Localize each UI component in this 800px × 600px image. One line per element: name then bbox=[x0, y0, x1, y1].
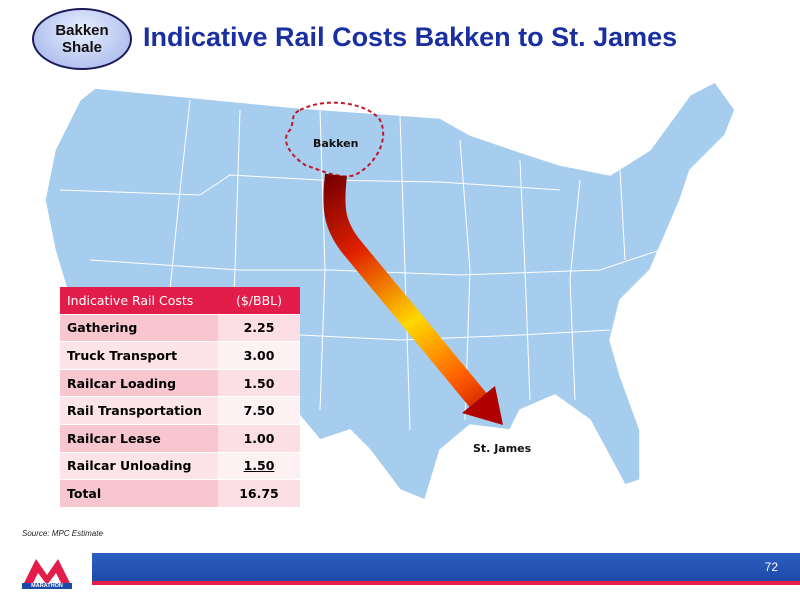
cost-item: Gathering bbox=[60, 314, 218, 343]
table-row: Truck Transport 3.00 bbox=[60, 341, 300, 370]
header-cell: Indicative Rail Costs bbox=[60, 287, 218, 315]
title: Indicative Rail Costs Bakken to St. Jame… bbox=[143, 22, 678, 52]
origin-label: Bakken bbox=[313, 137, 358, 150]
table-header-row: Indicative Rail Costs ($/BBL) bbox=[60, 287, 300, 315]
cost-value: 1.50 bbox=[218, 452, 300, 481]
table-row: Railcar Loading 1.50 bbox=[60, 369, 300, 398]
table-row: Railcar Unloading 1.50 bbox=[60, 452, 300, 481]
route-arrow bbox=[323, 173, 487, 408]
table-row: Rail Transportation 7.50 bbox=[60, 396, 300, 425]
cost-item: Railcar Loading bbox=[60, 369, 218, 398]
badge: Bakken Shale bbox=[32, 8, 132, 70]
cost-value: 3.00 bbox=[218, 341, 300, 370]
cost-item: Truck Transport bbox=[60, 341, 218, 370]
footer-bar: 72 bbox=[92, 553, 800, 585]
header-cell: ($/BBL) bbox=[218, 287, 300, 315]
logo-text: MARATHON bbox=[22, 583, 72, 589]
cost-value: 16.75 bbox=[218, 479, 300, 508]
table-row: Railcar Lease 1.00 bbox=[60, 424, 300, 453]
cost-value: 2.25 bbox=[218, 314, 300, 343]
logo-mark bbox=[24, 559, 70, 585]
bakken-outline bbox=[285, 101, 385, 178]
table-row: Gathering 2.25 bbox=[60, 314, 300, 343]
cost-value: 1.00 bbox=[218, 424, 300, 453]
cost-item: Railcar Unloading bbox=[60, 452, 218, 481]
cost-item: Total bbox=[60, 479, 218, 508]
cost-item: Rail Transportation bbox=[60, 396, 218, 425]
us-map: Bakken St. James bbox=[44, 81, 736, 502]
source-note: Source: MPC Estimate bbox=[22, 529, 103, 538]
cost-value: 1.50 bbox=[218, 369, 300, 398]
destination-label: St. James bbox=[473, 442, 532, 455]
page-number: 72 bbox=[764, 560, 778, 574]
cost-item: Railcar Lease bbox=[60, 424, 218, 453]
table-row: Total 16.75 bbox=[60, 479, 300, 508]
cost-value: 7.50 bbox=[218, 396, 300, 425]
arrow-head bbox=[462, 386, 503, 425]
cost-table: Indicative Rail Costs ($/BBL) Gathering 2.2… bbox=[60, 287, 300, 508]
